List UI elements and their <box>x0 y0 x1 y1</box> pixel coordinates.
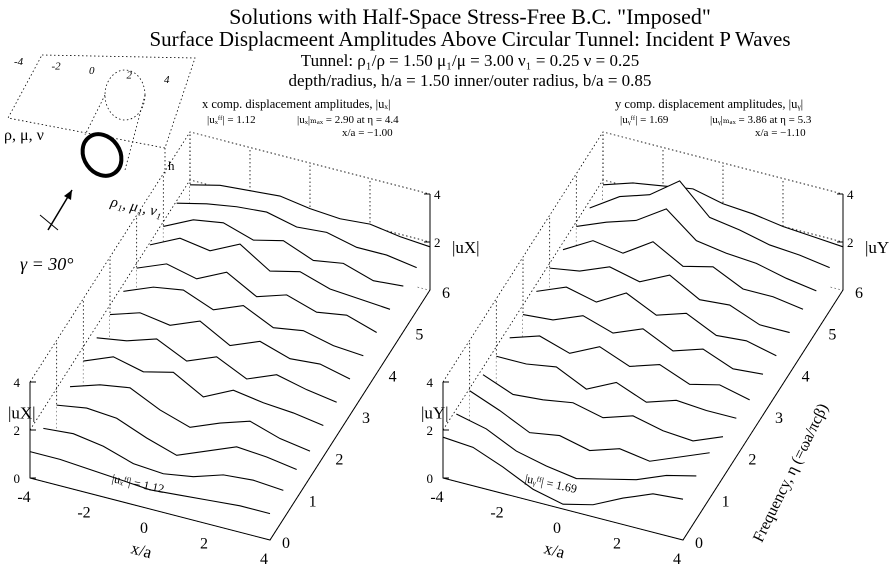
z-tick-label: 0 <box>427 471 434 486</box>
z-tick-label: 4 <box>434 187 441 202</box>
tunnel-far-end <box>105 70 145 120</box>
medium-label: ρ, μ, ν <box>4 127 44 144</box>
y-tick-label: 3 <box>775 410 783 427</box>
y-axis-label: Frequency, η (=ωa/πcβ) <box>750 401 832 545</box>
x-axis-label: x/a <box>542 539 567 563</box>
y-tick-label: 5 <box>828 327 836 344</box>
inset-tick-label: 2 <box>127 70 133 82</box>
z-tick-label: 2 <box>434 235 441 250</box>
x-tick-label: -4 <box>17 489 30 506</box>
z-tick-label: 2 <box>14 423 21 438</box>
figure: Solutions with Half-Space Stress-Free B.… <box>0 0 889 565</box>
x-tick-label: 2 <box>200 536 208 553</box>
annotation: |uᵧ|ₘₐₓ = 3.86 at η = 5.3 <box>710 114 812 126</box>
annotation: x/a = −1.00 <box>342 127 393 139</box>
inset-tick-label: 0 <box>89 65 95 77</box>
y-tick-label: 6 <box>442 285 450 302</box>
panel-title: y comp. displacement amplitudes, |uᵧ| <box>615 97 803 112</box>
arrowhead <box>64 190 72 200</box>
depth-label: h <box>168 158 175 173</box>
z-tick-label: 2 <box>427 423 434 438</box>
subtitle: Surface Displacmeent Amplitudes Above Ci… <box>149 27 790 51</box>
y-tick-label: 5 <box>415 327 423 344</box>
z-axis-label: |uY| <box>421 403 449 422</box>
annotation: |uₓ|ₘₐₓ = 2.90 at η = 4.4 <box>297 114 399 126</box>
y-tick-label: 0 <box>282 535 290 552</box>
z-tick-label: 4 <box>14 375 21 390</box>
panel-title: x comp. displacement amplitudes, |uₓ| <box>202 97 390 111</box>
inset-tick-label: -2 <box>52 61 62 73</box>
z-tick-label: 4 <box>847 187 854 202</box>
x-tick-label: 4 <box>260 551 268 565</box>
z-tick-label: 0 <box>14 471 21 486</box>
x-tick-label: -2 <box>77 505 90 522</box>
y-tick-label: 4 <box>389 368 397 385</box>
angle-label: γ = 30° <box>20 254 73 274</box>
y-tick-label: 2 <box>335 452 343 469</box>
annotation: |uₓᶠᶠ| = 1.12 <box>207 114 256 126</box>
x-tick-label: 0 <box>140 520 148 537</box>
x-tick-label: 0 <box>553 520 561 537</box>
y-tick-label: 4 <box>802 368 810 385</box>
inset-tick-label: 4 <box>164 74 170 86</box>
tunnel <box>75 127 130 184</box>
x-tick-label: -4 <box>430 489 443 506</box>
x-tick-label: -2 <box>490 505 503 522</box>
y-tick-label: 3 <box>362 410 370 427</box>
annotation: |uᵧᶠᶠ| = 1.69 <box>620 114 669 126</box>
title: Solutions with Half-Space Stress-Free B.… <box>229 4 711 29</box>
parameters: Tunnel: ρ₁/ρ = 1.50 μ₁/μ = 3.00 ν₁ = 0.2… <box>301 51 639 70</box>
x-tick-label: 2 <box>613 536 621 553</box>
y-tick-label: 0 <box>695 535 703 552</box>
y-tick-label: 1 <box>309 493 317 510</box>
parameters: depth/radius, h/a = 1.50 inner/outer rad… <box>289 71 652 90</box>
inset-tick-label: -4 <box>14 56 24 68</box>
z-axis-label: |uX| <box>452 238 480 257</box>
z-axis-label: |uY| <box>865 238 889 257</box>
z-tick-label: 4 <box>427 375 434 390</box>
tunnel-edge <box>125 95 145 170</box>
z-axis-label: |uX| <box>8 403 36 422</box>
y-tick-label: 6 <box>855 285 863 302</box>
x-axis-label: x/a <box>129 539 154 563</box>
tunnel-edge <box>85 95 105 135</box>
z-tick-label: 2 <box>847 235 854 250</box>
x-tick-label: 4 <box>673 551 681 565</box>
annotation: x/a = −1.10 <box>755 127 806 139</box>
y-tick-label: 1 <box>722 493 730 510</box>
y-tick-label: 2 <box>748 452 756 469</box>
